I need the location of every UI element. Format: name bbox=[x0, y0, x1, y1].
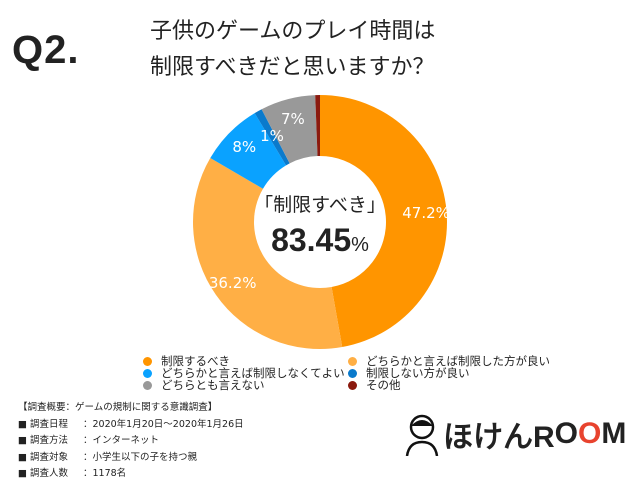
donut-slice bbox=[254, 109, 290, 166]
survey-value: ：小学生以下の子を持つ親 bbox=[83, 451, 198, 463]
legend-label: 制限するべき bbox=[161, 354, 230, 368]
legend-item: どちらかと言えば制限しなくてよい bbox=[143, 367, 345, 379]
hokenroom-logo: ほけんR O O M bbox=[405, 412, 626, 456]
donut-slice bbox=[315, 95, 320, 157]
title-line-2: 制限すべきだと思いますか？ bbox=[150, 55, 435, 80]
survey-value: ：2020年1月20日〜2020年1月26日 bbox=[83, 418, 244, 430]
survey-key: ■ 調査人数 bbox=[18, 468, 68, 479]
legend-swatch bbox=[348, 357, 357, 366]
legend-swatch bbox=[348, 369, 357, 378]
center-unit: % bbox=[351, 234, 369, 256]
legend-item: どちらかと言えば制限した方が良い bbox=[348, 355, 550, 367]
question-number: Q2. bbox=[12, 28, 80, 72]
legend-item: 制限しない方が良い bbox=[348, 367, 470, 379]
survey-row: ■ 調査対象 ：小学生以下の子を持つ親 bbox=[18, 450, 244, 467]
chart-title: 子供のゲームのプレイ時間は 制限すべきだと思いますか？ bbox=[150, 14, 435, 86]
survey-row: ■ 調査日程 ：2020年1月20日〜2020年1月26日 bbox=[18, 417, 244, 434]
survey-row: ■ 調査人数 ：1178名 bbox=[18, 466, 244, 483]
survey-info: 【調査概要：ゲームの規制に関する意識調査】 ■ 調査日程 ：2020年1月20日〜… bbox=[18, 400, 244, 483]
center-label: 「制限すべき」 bbox=[254, 194, 386, 216]
person-icon bbox=[405, 414, 439, 456]
survey-value: ：インターネット bbox=[83, 435, 160, 446]
legend-item: 制限するべき bbox=[143, 355, 230, 367]
data-label: 7% bbox=[280, 110, 305, 128]
donut-slice bbox=[210, 113, 287, 189]
legend-swatch bbox=[348, 381, 357, 390]
legend-label: その他 bbox=[366, 378, 401, 392]
data-label: 8% bbox=[232, 138, 257, 157]
legend-label: どちらかと言えば制限した方が良い bbox=[366, 354, 550, 368]
survey-value: ：1178名 bbox=[83, 468, 127, 479]
survey-key: ■ 調査日程 bbox=[18, 418, 68, 430]
legend-swatch bbox=[143, 357, 152, 366]
donut-slice bbox=[261, 95, 318, 164]
logo-text-o: O bbox=[554, 417, 579, 450]
logo-text-m: M bbox=[601, 417, 627, 450]
survey-heading: 【調査概要：ゲームの規制に関する意識調査】 bbox=[18, 402, 218, 413]
survey-key: ■ 調査方法 bbox=[18, 435, 68, 446]
logo-text-o-accent: O bbox=[578, 417, 602, 450]
legend-swatch bbox=[143, 369, 152, 378]
center-number: 83.45 bbox=[271, 222, 352, 258]
donut-slice bbox=[320, 95, 448, 348]
legend-item: その他 bbox=[348, 379, 401, 391]
legend-item: どちらとも言えない bbox=[143, 379, 265, 391]
donut-slice bbox=[193, 158, 343, 350]
legend-label: どちらとも言えない bbox=[161, 378, 265, 392]
data-label: 36.2% bbox=[208, 273, 257, 292]
logo-text: ほけんR bbox=[443, 421, 555, 454]
legend-label: 制限しない方が良い bbox=[366, 366, 470, 380]
center-value: 83.45% bbox=[250, 222, 390, 259]
title-line-1: 子供のゲームのプレイ時間は bbox=[150, 19, 436, 44]
legend-label: どちらかと言えば制限しなくてよい bbox=[161, 366, 345, 380]
legend-swatch bbox=[143, 381, 152, 390]
survey-key: ■ 調査対象 bbox=[18, 451, 68, 463]
data-label: 1% bbox=[260, 126, 284, 145]
data-label: 47.2% bbox=[402, 203, 450, 222]
survey-row: ■ 調査方法 ：インターネット bbox=[18, 433, 244, 450]
